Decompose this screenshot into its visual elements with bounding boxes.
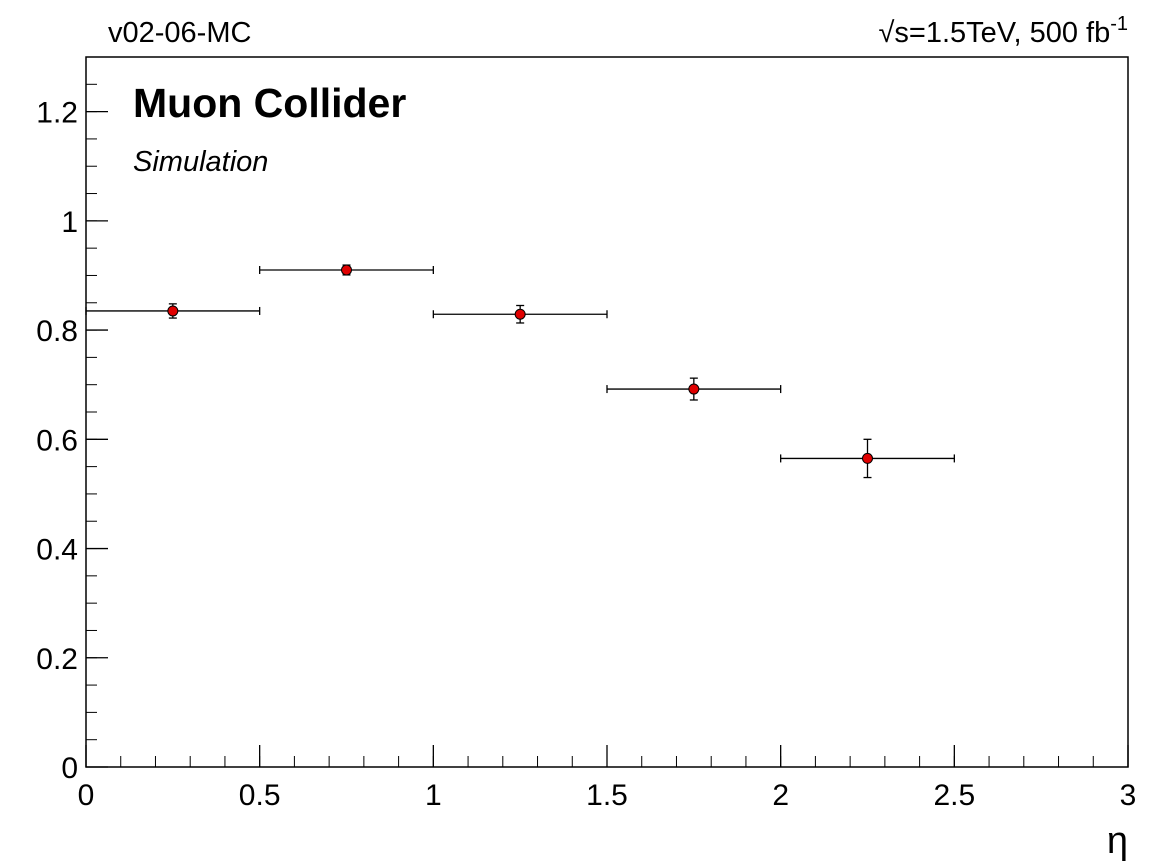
y-tick-label: 1 — [61, 206, 78, 239]
x-tick-label: 1.5 — [586, 779, 628, 812]
x-axis-label: η — [1107, 820, 1128, 862]
x-tick-label: 2 — [772, 779, 789, 812]
y-tick-label: 0.4 — [36, 534, 78, 567]
x-tick-label: 0 — [78, 779, 95, 812]
x-tick-label: 3 — [1120, 779, 1137, 812]
chart-title: Muon Collider — [133, 80, 406, 126]
data-point — [341, 264, 352, 276]
y-tick-label: 0.8 — [36, 315, 78, 348]
data-point — [514, 308, 526, 320]
y-tick-label: 0.6 — [36, 424, 78, 457]
y-tick-label: 0 — [61, 752, 78, 785]
header-left: v02-06-MC — [108, 17, 251, 49]
x-tick-label: 0.5 — [239, 779, 281, 812]
header-right-sup: -1 — [1110, 13, 1128, 35]
x-tick-label: 2.5 — [933, 779, 975, 812]
x-tick-label: 1 — [425, 779, 442, 812]
header-right-main: √s=1.5TeV, 500 fb — [878, 17, 1110, 49]
data-point — [688, 383, 700, 395]
y-tick-label: 1.2 — [36, 97, 78, 130]
header-right: √s=1.5TeV, 500 fb-1 — [878, 13, 1128, 49]
data-point — [862, 452, 873, 464]
chart-subtitle: Simulation — [133, 146, 268, 178]
data-point — [167, 305, 179, 317]
y-tick-label: 0.2 — [36, 643, 78, 676]
